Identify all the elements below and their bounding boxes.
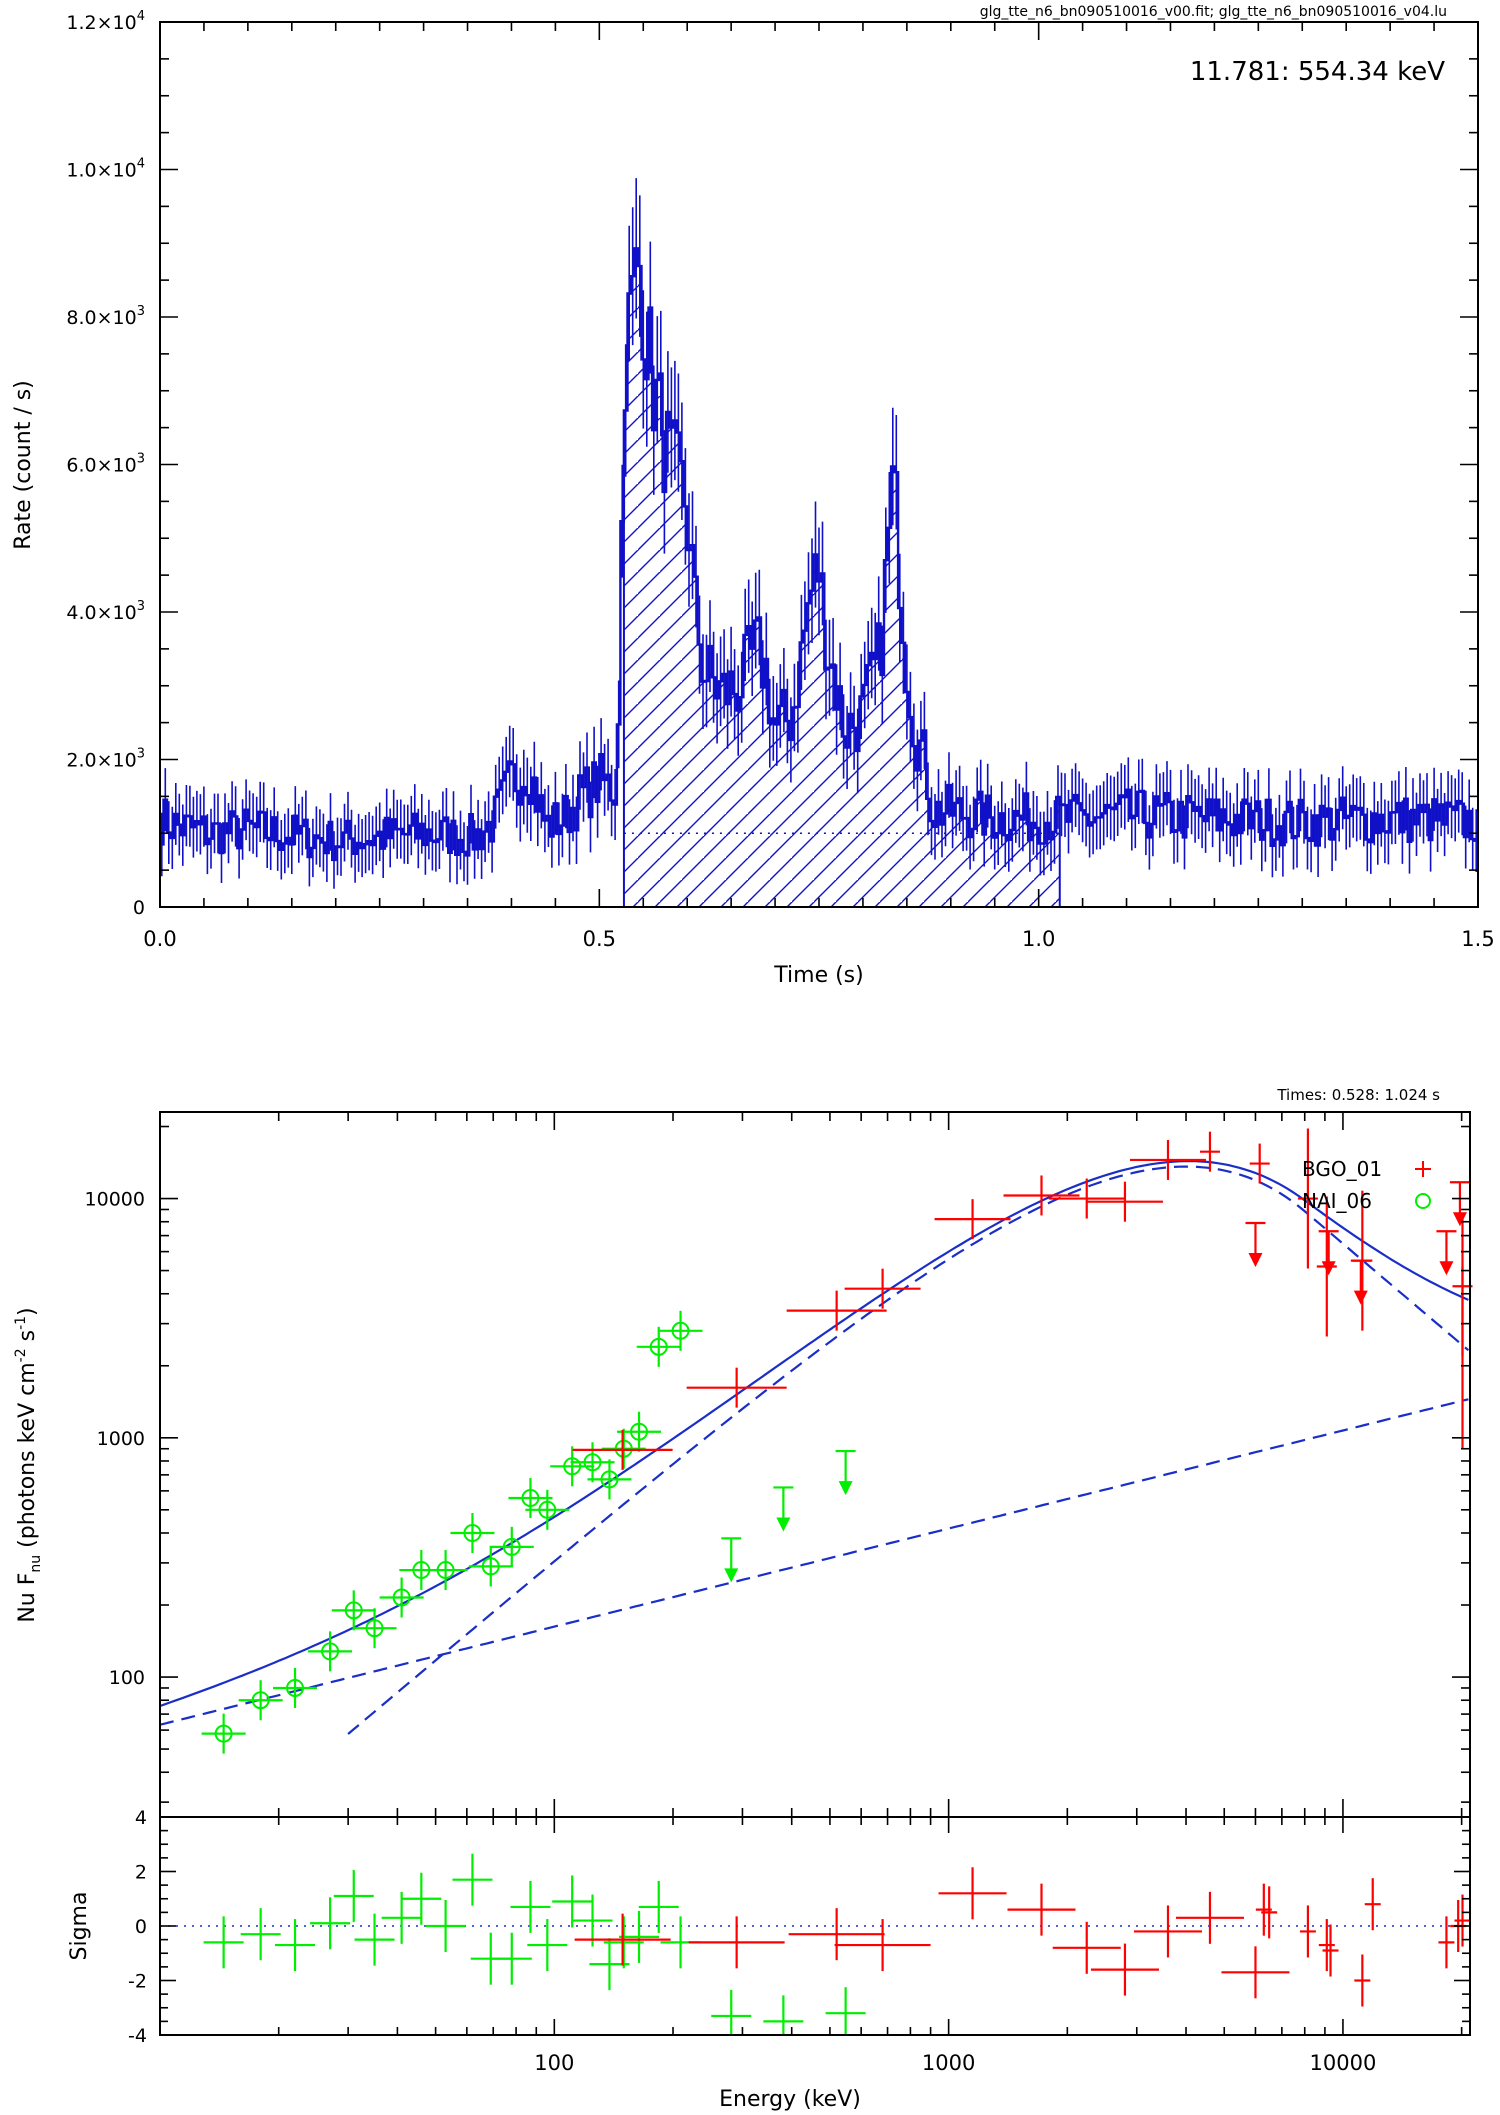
model-total (159, 1160, 1469, 1708)
legend-label-nai: NAI_06 (1302, 1189, 1372, 1213)
y-tick-label: 0 (133, 897, 145, 919)
nai-data-marker (463, 1523, 482, 1542)
nai-upper-limit-arrow (838, 1481, 853, 1496)
model-band-component (347, 1165, 1470, 1735)
y-tick-label: 8.0×103 (66, 304, 145, 329)
y-tick-label: 4.0×103 (66, 599, 145, 624)
residual-axes: -4 -2 0 2 4 100 1000 10000 (128, 1807, 1470, 2075)
spectrum-header: Times: 0.528: 1.024 s (1276, 1086, 1440, 1104)
nai-data-marker (502, 1537, 521, 1556)
spectrum-plot-area (159, 1128, 1473, 1754)
x-tick-label: 0.0 (143, 927, 176, 951)
bgo-upper-limit-arrow (1321, 1261, 1336, 1276)
nai-data-marker (286, 1678, 305, 1697)
nai-data-marker (214, 1724, 233, 1743)
nai-data-marker (614, 1439, 633, 1458)
spectrum-x-tick-label: 100 (534, 2051, 574, 2075)
x-tick-label: 1.0 (1022, 927, 1055, 951)
lightcurve-histogram (160, 247, 1478, 862)
nai-data-marker (649, 1337, 668, 1356)
legend-marker-nai (1415, 1193, 1431, 1209)
bgo-upper-limit-arrow (1248, 1253, 1263, 1268)
spectrum-axes: 100 1000 10000 (85, 1112, 1470, 1817)
legend-label-bgo: BGO_01 (1302, 1157, 1382, 1181)
residual-y-label: Sigma (67, 1892, 92, 1961)
residual-y-tick-label: 4 (135, 1807, 147, 1829)
nai-data-marker (392, 1588, 411, 1607)
spectrum-y-tick-label: 10000 (85, 1189, 145, 1211)
lightcurve-x-label: Time (s) (773, 963, 863, 988)
nai-data-marker (538, 1500, 557, 1519)
lightcurve-header: glg_tte_n6_bn090510016_v00.fit; glg_tte_… (980, 4, 1447, 20)
model-powerlaw-component (159, 1398, 1469, 1726)
bgo-upper-limit-arrow (1452, 1212, 1467, 1227)
spectrum-x-tick-label: 10000 (1310, 2051, 1377, 2075)
nai-data-marker (600, 1470, 619, 1489)
nai-data-marker (671, 1321, 690, 1340)
x-tick-label: 0.5 (583, 927, 616, 951)
nai-data-marker (481, 1557, 500, 1576)
nai-data-marker (344, 1601, 363, 1620)
spectrum-frame (159, 1111, 1471, 1818)
lightcurve-plot-area (160, 178, 1478, 908)
residual-y-tick-label: 2 (135, 1862, 147, 1884)
spectrum-x-label: Energy (keV) (719, 2087, 861, 2112)
spectrum-y-tick-label: 1000 (97, 1428, 145, 1450)
spectrum-x-tick-label: 1000 (922, 2051, 975, 2075)
nai-data-marker (630, 1422, 649, 1441)
nai-data-marker (365, 1619, 384, 1638)
nai-upper-limit-arrow (776, 1517, 791, 1532)
y-tick-label: 1.2×104 (66, 9, 145, 34)
y-tick-label: 6.0×103 (66, 452, 145, 477)
spectrum-y-tick-label: 100 (109, 1667, 145, 1689)
nai-data-marker (436, 1561, 455, 1580)
lightcurve-axes: 0.0 0.5 1.0 1.5 0 2.0×103 4.0×103 6.0×103 8.0×10… (66, 9, 1494, 951)
nai-data-marker (521, 1489, 540, 1508)
nai-upper-limit-arrow (724, 1568, 739, 1583)
x-tick-label: 1.5 (1461, 927, 1494, 951)
nai-data-marker (321, 1642, 340, 1661)
spectrum-legend: BGO_01 NAI_06 (1302, 1157, 1431, 1213)
nai-data-marker (251, 1691, 270, 1710)
nai-data-marker (583, 1453, 602, 1472)
spectrum-y-label: Nu Fnu (photons keV cm-2 s-1) (13, 1307, 44, 1622)
nai-data-marker (563, 1457, 582, 1476)
y-tick-label: 1.0×104 (66, 157, 145, 182)
residual-y-tick-label: -2 (128, 1971, 147, 1993)
y-tick-label: 2.0×103 (66, 747, 145, 772)
lightcurve-y-label: Rate (count / s) (11, 380, 36, 550)
lightcurve-energy-annotation: 11.781: 554.34 keV (1190, 57, 1445, 87)
selection-hatch (623, 248, 1060, 908)
bgo-upper-limit-arrow (1353, 1290, 1368, 1305)
residual-y-tick-label: 0 (135, 1916, 147, 1938)
bgo-upper-limit-arrow (1439, 1261, 1454, 1276)
residual-plot-area (160, 1853, 1471, 2035)
residual-y-tick-label: -4 (128, 2025, 147, 2047)
legend-marker-bgo (1415, 1161, 1431, 1177)
